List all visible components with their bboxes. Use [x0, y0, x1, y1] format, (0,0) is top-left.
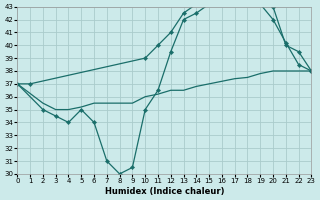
X-axis label: Humidex (Indice chaleur): Humidex (Indice chaleur)	[105, 187, 224, 196]
